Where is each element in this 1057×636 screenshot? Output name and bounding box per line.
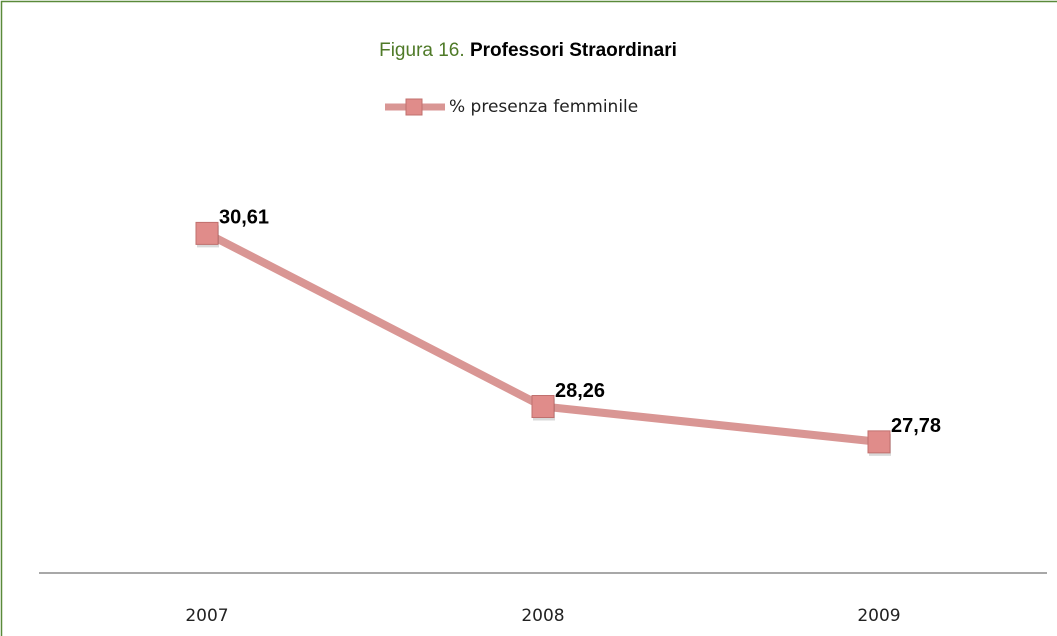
marker bbox=[867, 430, 891, 454]
x-tick-label: 2007 bbox=[185, 606, 228, 626]
figure-label: Figura 16. bbox=[379, 40, 465, 61]
data-label: 27,78 bbox=[891, 415, 941, 437]
legend-label: % presenza femminile bbox=[449, 97, 638, 117]
data-label: 30,61 bbox=[219, 207, 269, 229]
marker bbox=[531, 395, 555, 419]
title-text: Professori Straordinari bbox=[470, 40, 677, 61]
x-tick-label: 2008 bbox=[521, 606, 564, 626]
marker bbox=[195, 221, 219, 245]
legend-marker bbox=[405, 98, 423, 116]
chart-title: Figura 16. Professori Straordinari bbox=[379, 40, 677, 61]
data-label: 28,26 bbox=[555, 380, 605, 402]
x-tick-label: 2009 bbox=[857, 606, 900, 626]
